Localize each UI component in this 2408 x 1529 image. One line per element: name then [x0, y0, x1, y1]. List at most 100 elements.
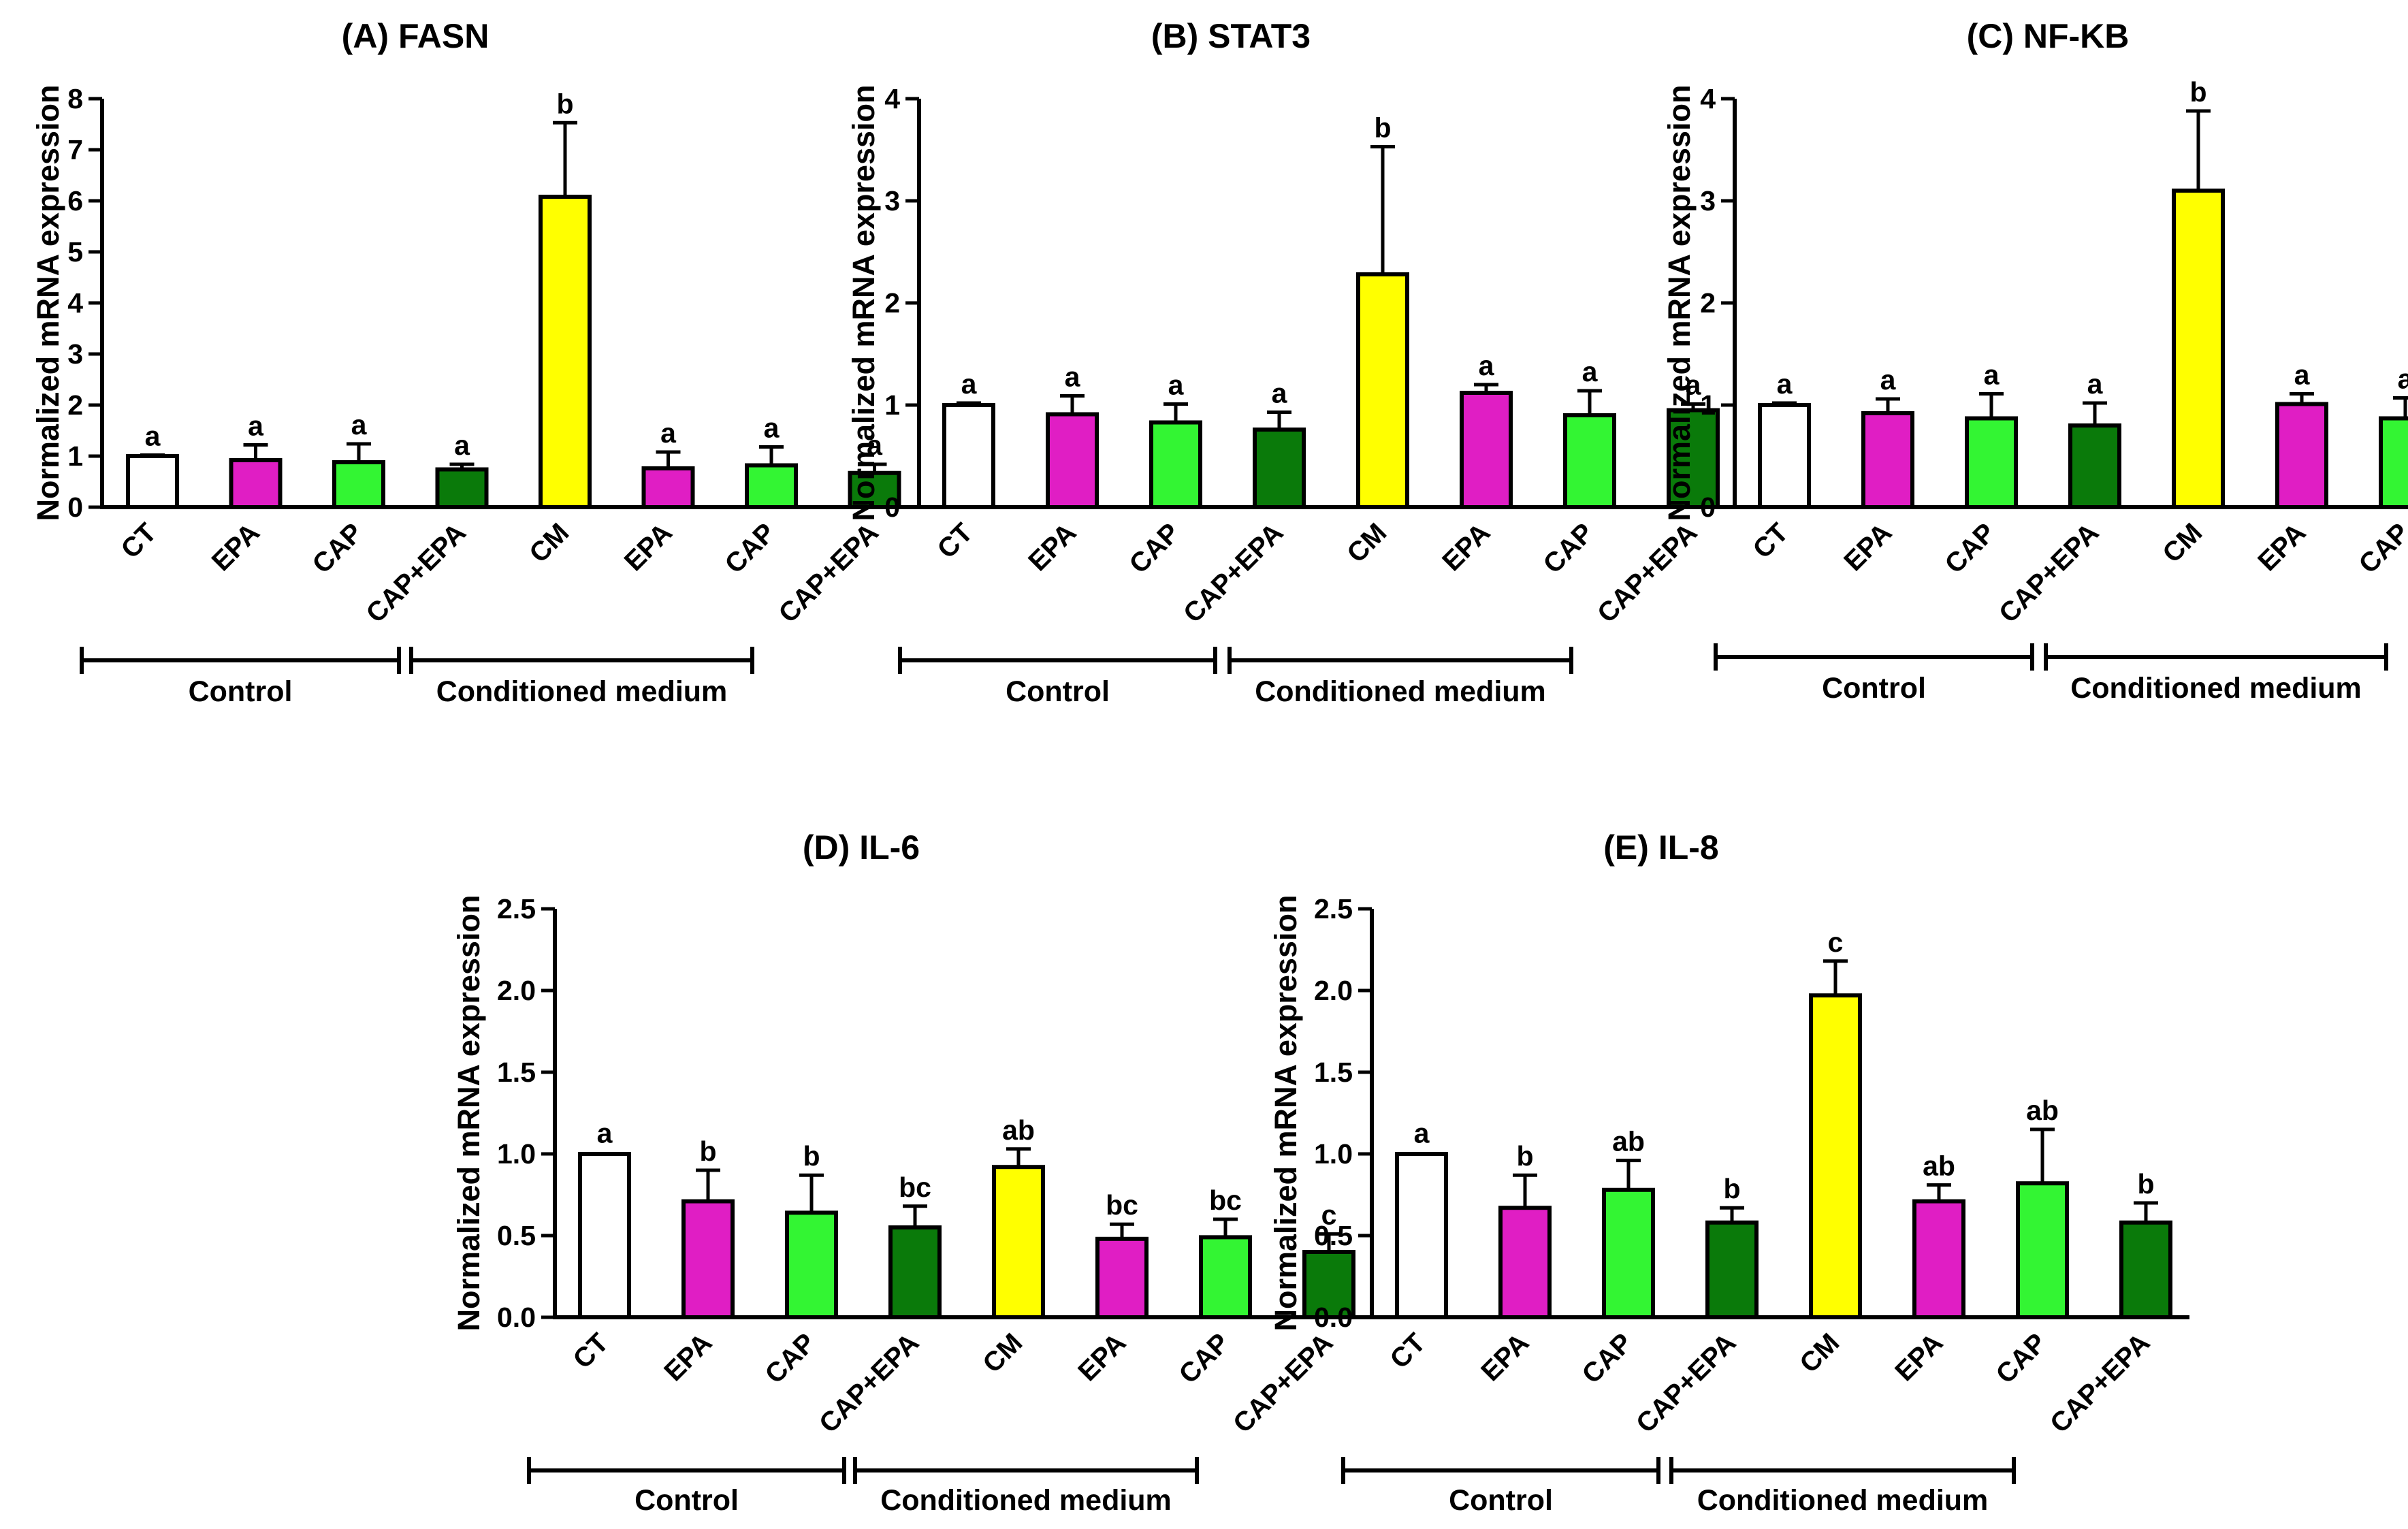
y-tick-label: 4: [1700, 83, 1716, 114]
group-label: Conditioned medium: [880, 1484, 1172, 1517]
category-label: CAP: [2354, 517, 2408, 579]
bar: [229, 458, 283, 509]
y-tick-label: 0.5: [497, 1220, 536, 1251]
category-label: CM: [2157, 517, 2208, 568]
bar: [2068, 423, 2121, 509]
group-label: Control: [1822, 672, 1926, 705]
significance-label: a: [597, 1118, 613, 1149]
category-label: EPA: [1889, 1327, 1948, 1387]
significance-label: bc: [899, 1172, 931, 1203]
group-label: Conditioned medium: [2070, 672, 2362, 705]
bar: [1149, 420, 1202, 509]
significance-label: a: [1065, 361, 1081, 393]
y-tick-label: 0: [884, 492, 900, 523]
chart-title: (E) IL-8: [1603, 828, 1718, 867]
y-tick-label: 0.0: [497, 1302, 536, 1333]
category-label: CAP: [760, 1327, 822, 1389]
significance-label: a: [1984, 359, 2000, 391]
category-label: EPA: [1023, 517, 1082, 577]
significance-label: b: [699, 1136, 716, 1167]
y-tick-label: 4: [884, 83, 900, 114]
y-tick-label: 7: [67, 134, 83, 165]
category-label: CAP: [307, 517, 369, 579]
category-label: CAP: [1577, 1327, 1639, 1389]
bar: [1046, 412, 1099, 509]
y-tick-label: 6: [67, 185, 83, 216]
significance-label: b: [1723, 1173, 1740, 1204]
significance-label: ab: [2026, 1095, 2059, 1126]
y-tick-label: 4: [67, 287, 83, 319]
y-tick-label: 1: [884, 389, 900, 421]
significance-label: b: [2189, 76, 2206, 108]
y-tick-label: 1.5: [1314, 1057, 1353, 1088]
category-label: CAP+EPA: [1227, 1327, 1338, 1438]
y-tick-label: 1.0: [1314, 1138, 1353, 1170]
category-label: EPA: [206, 517, 266, 577]
y-tick-label: 2.5: [1314, 893, 1353, 924]
bar: [435, 467, 489, 509]
category-label: CAP: [720, 517, 782, 579]
y-tick-label: 2.5: [497, 893, 536, 924]
bar: [1356, 272, 1409, 509]
bar: [1563, 413, 1616, 509]
group-label: Control: [1006, 675, 1110, 708]
significance-label: c: [1321, 1200, 1337, 1231]
category-label: EPA: [1475, 1327, 1535, 1387]
category-label: EPA: [1072, 1327, 1131, 1387]
y-axis-label: Normalized mRNA expression: [1662, 84, 1697, 521]
category-label: EPA: [1838, 517, 1897, 577]
group-label: Conditioned medium: [1255, 675, 1546, 708]
bar: [1965, 416, 2018, 509]
significance-label: b: [1374, 112, 1391, 144]
y-tick-label: 2.0: [1314, 975, 1353, 1006]
bar: [332, 460, 385, 509]
category-label: EPA: [658, 1327, 718, 1387]
significance-label: a: [2294, 359, 2311, 391]
category-label: CAP: [1940, 517, 2002, 579]
chart-title: (A) FASN: [342, 17, 489, 55]
category-label: CAP+EPA: [2044, 1327, 2155, 1438]
bar: [785, 1210, 838, 1320]
bar: [2119, 1220, 2172, 1320]
y-tick-label: 2: [67, 389, 83, 421]
significance-label: a: [1414, 1118, 1430, 1149]
category-label: CAP+EPA: [1631, 1327, 1741, 1438]
y-tick-label: 0.5: [1314, 1220, 1353, 1251]
y-tick-label: 0.0: [1314, 1302, 1353, 1333]
y-tick-label: 2: [884, 287, 900, 319]
category-label: CM: [1341, 517, 1392, 568]
group-label: Conditioned medium: [436, 675, 728, 708]
category-label: CAP: [1174, 1327, 1236, 1389]
significance-label: a: [2087, 368, 2104, 400]
bar: [1095, 1236, 1149, 1320]
y-tick-label: 8: [67, 83, 83, 114]
chart-panel: (D) IL-6 Normalized mRNA expression 0.0 0.5…: [451, 828, 1372, 1517]
bar: [1861, 411, 1914, 509]
category-label: CAP: [1124, 517, 1186, 579]
y-tick-label: 1.5: [497, 1057, 536, 1088]
y-tick-label: 1: [1700, 389, 1716, 421]
significance-label: b: [2137, 1168, 2154, 1200]
y-axis-label: Normalized mRNA expression: [846, 84, 881, 521]
group-label: Control: [1449, 1484, 1553, 1517]
significance-label: c: [1828, 927, 1844, 958]
category-label: CAP+EPA: [1592, 517, 1703, 628]
bar: [942, 403, 995, 509]
chart-title: (D) IL-6: [803, 828, 920, 867]
bar: [2172, 189, 2225, 509]
category-label: EPA: [2252, 517, 2311, 577]
significance-label: a: [351, 409, 368, 440]
significance-label: a: [145, 421, 161, 452]
y-axis-label: Normalized mRNA expression: [31, 84, 65, 521]
y-tick-label: 3: [67, 338, 83, 370]
bar: [578, 1152, 631, 1319]
significance-label: a: [961, 368, 978, 400]
bar: [1667, 408, 1720, 509]
y-tick-label: 0: [67, 492, 83, 523]
significance-label: ab: [1002, 1114, 1035, 1146]
chart-panel: (E) IL-8 Normalized mRNA expression 0.0 0.5…: [1268, 828, 2189, 1517]
bar: [539, 195, 592, 509]
significance-label: a: [1880, 364, 1897, 396]
significance-label: b: [803, 1140, 820, 1172]
